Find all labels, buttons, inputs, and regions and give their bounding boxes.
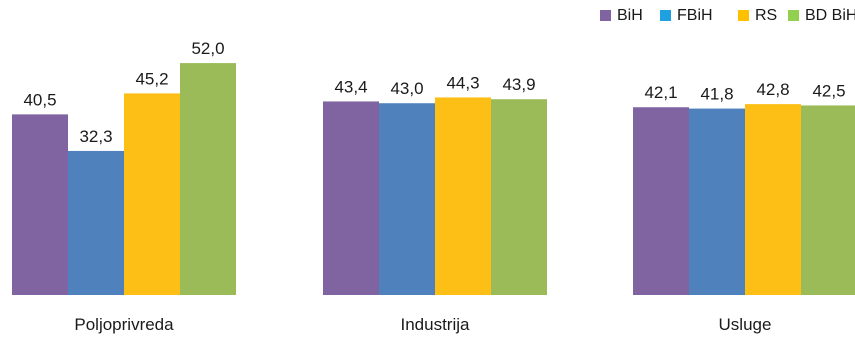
category-label: Poljoprivreda bbox=[74, 315, 174, 334]
data-label: 44,3 bbox=[446, 73, 479, 92]
legend-swatch-fbih bbox=[660, 10, 671, 21]
data-label: 42,1 bbox=[644, 83, 677, 102]
legend: BiH FBiH RS BD BiH bbox=[600, 7, 855, 24]
data-label: 43,0 bbox=[390, 79, 423, 98]
bar-fbih-poljoprivreda bbox=[68, 150, 124, 295]
data-label: 52,0 bbox=[191, 39, 224, 58]
bars-group bbox=[12, 63, 855, 296]
data-label: 40,5 bbox=[23, 90, 56, 109]
data-label: 42,8 bbox=[756, 80, 789, 99]
bar-bih-poljoprivreda bbox=[12, 114, 68, 296]
bar-rs-industrija bbox=[435, 97, 491, 295]
data-label: 32,3 bbox=[79, 127, 112, 146]
data-label: 43,4 bbox=[334, 77, 367, 96]
bar-bd-bih-industrija bbox=[491, 99, 547, 296]
bar-bd-bih-poljoprivreda bbox=[180, 63, 236, 295]
data-label: 42,5 bbox=[812, 81, 845, 100]
data-label: 43,9 bbox=[502, 75, 535, 94]
legend-label: RS bbox=[755, 7, 777, 24]
bar-rs-poljoprivreda bbox=[124, 93, 180, 296]
legend-label: FBiH bbox=[677, 7, 713, 24]
bar-bd-bih-usluge bbox=[801, 105, 855, 295]
category-label: Usluge bbox=[719, 315, 772, 334]
data-label: 41,8 bbox=[700, 85, 733, 104]
bar-fbih-industrija bbox=[379, 103, 435, 295]
bar-bih-usluge bbox=[633, 107, 689, 295]
bar-rs-usluge bbox=[745, 104, 801, 295]
legend-label: BiH bbox=[617, 7, 643, 24]
bar-fbih-usluge bbox=[689, 108, 745, 296]
legend-swatch-bih bbox=[600, 10, 611, 21]
category-labels-group: Poljoprivreda Industrija Usluge bbox=[74, 315, 771, 334]
legend-swatch-bd-bih bbox=[788, 10, 799, 21]
category-label: Industrija bbox=[401, 315, 471, 334]
legend-label: BD BiH bbox=[805, 7, 855, 24]
bar-bih-industrija bbox=[323, 101, 379, 295]
value-labels-group: 40,5 32,3 45,2 52,0 43,4 43,0 44,3 43,9 42,1 41,8… bbox=[23, 39, 845, 146]
data-label: 45,2 bbox=[135, 69, 168, 88]
legend-swatch-rs bbox=[738, 10, 749, 21]
